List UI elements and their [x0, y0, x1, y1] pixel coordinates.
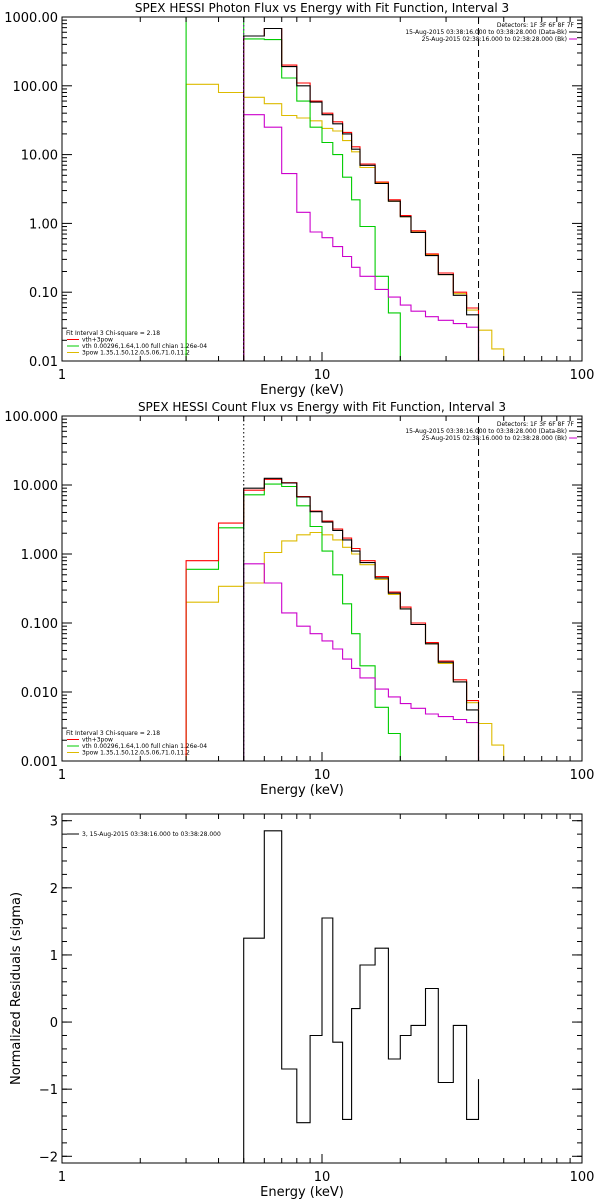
chart-panel-2: SPEX HESSI Count Flux vs Energy with Fit…	[4, 400, 594, 798]
x-axis-label: Energy (keV)	[260, 1185, 344, 1200]
series-line-1	[243, 830, 480, 1163]
x-axis-label: Energy (keV)	[260, 383, 344, 398]
y-tick-label: 0.100	[21, 617, 58, 632]
series-line-3	[243, 563, 480, 761]
y-tick-label: 0.001	[21, 755, 58, 770]
x-tick-label: 100	[570, 768, 595, 783]
chart-title: SPEX HESSI Count Flux vs Energy with Fit…	[138, 400, 506, 414]
x-tick-label: 10	[314, 768, 331, 783]
y-tick-label: 1.00	[29, 217, 58, 232]
series-line-2	[185, 483, 412, 761]
series-line-2	[185, 17, 412, 361]
info-text: Detectors: 1F 3F 6F 8F 7F	[497, 22, 575, 29]
series-line-1	[185, 83, 518, 361]
chart-title: SPEX HESSI Photon Flux vs Energy with Fi…	[135, 1, 509, 15]
y-tick-label: 100.00	[13, 80, 59, 95]
legend-entry: vth+3pow	[82, 337, 113, 344]
y-tick-label: 1.000	[21, 548, 58, 563]
x-tick-label: 100	[570, 1170, 595, 1185]
y-tick-label: 10.000	[13, 479, 59, 494]
info-text: 15-Aug-2015 03:38:16.000 to 03:38:28.000…	[405, 428, 567, 435]
legend-entry: Fit Interval 3 Chi-square = 2.18	[66, 330, 160, 337]
y-tick-label: 3	[50, 815, 58, 830]
legend-entry: 3, 15-Aug-2015 03:38:16.000 to 03:38:28.…	[82, 831, 221, 838]
y-tick-label: 100.000	[4, 410, 58, 425]
legend-entry: vth 0.00296,1.64,1.00 full chian 1.26e-0…	[82, 743, 207, 750]
y-tick-label: 10.00	[21, 149, 58, 164]
x-axis-label: Energy (keV)	[260, 783, 344, 798]
info-text: 25-Aug-2015 02:38:16.000 to 02:38:28.000…	[422, 36, 567, 43]
y-tick-label: −2	[39, 1150, 58, 1165]
chart-panel-1: SPEX HESSI Photon Flux vs Energy with Fi…	[4, 1, 595, 398]
y-tick-label: 0.010	[21, 686, 58, 701]
series-line-1	[185, 531, 518, 761]
y-tick-label: −1	[39, 1083, 58, 1098]
series-line-5	[243, 477, 480, 761]
legend-entry: Fit Interval 3 Chi-square = 2.18	[66, 730, 160, 737]
y-tick-label: 0.10	[29, 286, 58, 301]
series-line-3	[243, 114, 480, 361]
legend-entry: 3pow 1.35,1.50,12.0,5.06,71.0,11.2	[82, 750, 190, 757]
x-tick-label: 100	[570, 368, 595, 383]
x-tick-label: 10	[314, 368, 331, 383]
info-text: Detectors: 1F 3F 6F 8F 7F	[497, 421, 575, 428]
y-tick-label: 2	[50, 882, 58, 897]
info-text: 15-Aug-2015 03:38:16.000 to 03:38:28.000…	[405, 29, 567, 36]
y-tick-label: 0	[50, 1016, 58, 1031]
x-tick-label: 1	[58, 1170, 66, 1185]
y-tick-label: 1000.00	[4, 11, 58, 26]
series-line-5	[243, 27, 480, 361]
y-tick-label: 0.01	[29, 355, 58, 370]
y-tick-label: 1	[50, 949, 58, 964]
legend-entry: vth 0.00296,1.64,1.00 full chian 1.26e-0…	[82, 343, 207, 350]
legend-entry: vth+3pow	[82, 737, 113, 744]
x-tick-label: 10	[314, 1170, 331, 1185]
x-tick-label: 1	[58, 368, 66, 383]
legend-entry: 3pow 1.35,1.50,12.0,5.06,71.0,11.2	[82, 350, 190, 357]
x-tick-label: 1	[58, 768, 66, 783]
y-axis-label: Normalized Residuals (sigma)	[9, 892, 24, 1085]
info-text: 25-Aug-2015 02:38:16.000 to 02:38:28.000…	[422, 435, 567, 442]
